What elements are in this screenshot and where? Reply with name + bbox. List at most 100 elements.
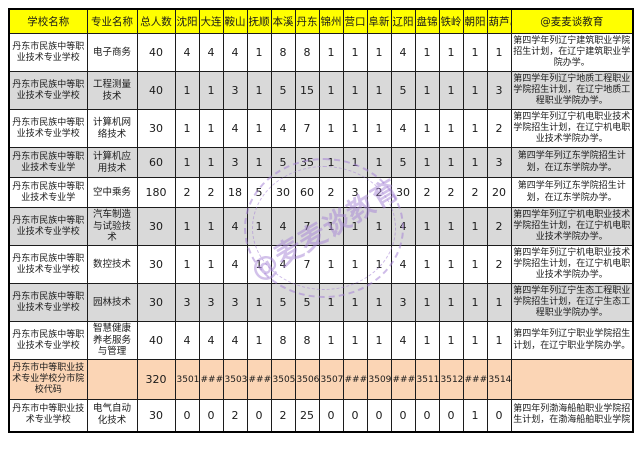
city-value-cell: 2 (270, 399, 296, 432)
city-value-cell: 4 (198, 321, 224, 360)
city-value-cell: 0 (366, 399, 392, 432)
city-value-cell: 1 (414, 147, 440, 178)
city-value-cell: 1 (246, 245, 272, 284)
city-value-cell: 1 (318, 109, 344, 148)
city-value-cell: 1 (438, 71, 464, 110)
city-value-cell: 1 (342, 33, 368, 72)
city-value-cell: 1 (438, 147, 464, 178)
city-value-cell: 1 (342, 147, 368, 178)
city-value-cell: 8 (270, 321, 296, 360)
school-name-cell: 丹东市民族中等职业技术专业学校 (8, 33, 88, 72)
city-value-cell: 1 (438, 207, 464, 246)
city-value-cell: 4 (222, 109, 248, 148)
city-value-cell: 35 (294, 147, 320, 178)
city-value-cell: 1 (318, 147, 344, 178)
note-cell: 第四学年列辽宁机电职业技术学院招生计划，在辽宁机电职业技术学院办学。 (510, 245, 634, 284)
total-count-cell: 60 (136, 147, 176, 178)
city-value-cell: 3 (486, 71, 512, 110)
city-value-cell: 1 (342, 321, 368, 360)
city-value-cell: 4 (390, 321, 416, 360)
city-value-cell: 1 (366, 245, 392, 284)
major-name-cell: 智慧健康养老服务与管理 (86, 321, 138, 360)
city-value-cell: 2 (438, 177, 464, 208)
city-value-cell: 5 (246, 177, 272, 208)
city-value-cell: 2 (198, 177, 224, 208)
total-count-cell: 30 (136, 245, 176, 284)
city-value-cell: 1 (486, 321, 512, 360)
city-value-cell: 1 (198, 245, 224, 284)
city-value-cell: 1 (414, 71, 440, 110)
city-value-cell: 0 (318, 399, 344, 432)
column-header-city-12: 朝阳 (462, 8, 488, 34)
city-value-cell: 30 (270, 177, 296, 208)
major-name-cell: 空中乘务 (86, 177, 138, 208)
city-value-cell: 1 (174, 245, 200, 284)
city-value-cell: ### (390, 359, 416, 400)
city-value-cell: 0 (342, 399, 368, 432)
school-name-cell: 丹东市民族中等职业技术专业学 (8, 147, 88, 178)
city-value-cell: 2 (486, 109, 512, 148)
note-cell: 第四学年列辽宁建筑职业学院招生计划，在辽宁建筑职业学院办学。 (510, 33, 634, 72)
city-value-cell: 3 (342, 177, 368, 208)
city-value-cell: 1 (414, 207, 440, 246)
city-value-cell: 1 (246, 33, 272, 72)
city-value-cell: 1 (366, 283, 392, 322)
city-value-cell: 1 (438, 321, 464, 360)
school-name-cell: 丹东市民族中等职业技术专业学校 (8, 109, 88, 148)
city-value-cell: 1 (198, 147, 224, 178)
city-value-cell: 1 (342, 283, 368, 322)
city-value-cell: 1 (366, 147, 392, 178)
city-value-cell: 1 (438, 245, 464, 284)
city-value-cell: ### (342, 359, 368, 400)
city-value-cell: 7 (294, 207, 320, 246)
major-name-cell: 数控技术 (86, 245, 138, 284)
city-value-cell: 1 (462, 245, 488, 284)
city-value-cell: 1 (414, 283, 440, 322)
school-name-cell: 丹东市民族中等职业技术专业学校 (8, 283, 88, 322)
table-row: 丹东市民族中等职业技术专业学校 园林技术 30 3 3 3 1 5 5 1 1 1 3 1 1 1 1 第四学年列… (8, 283, 634, 322)
major-name-cell: 汽车制造与试验技术 (86, 207, 138, 246)
total-count-cell: 30 (136, 283, 176, 322)
city-value-cell: 1 (342, 71, 368, 110)
city-value-cell: 4 (390, 207, 416, 246)
city-value-cell: 3512 (438, 359, 464, 400)
column-header-city-13: 葫芦岛 (486, 8, 512, 34)
note-cell: 第四学年列辽东学院招生计划，在辽东学院办学。 (510, 177, 634, 208)
city-value-cell: 1 (462, 109, 488, 148)
table-row: 丹东市民族中等职业技术专业学校 数控技术 30 1 1 4 1 4 7 1 1 1 4 1 1 1 2 第四学年列… (8, 245, 634, 284)
city-value-cell: 2 (486, 245, 512, 284)
city-value-cell: 1 (462, 283, 488, 322)
city-value-cell: 2 (222, 399, 248, 432)
table-row: 丹东市民族中等职业技术专业学校 智慧健康养老服务与管理 40 4 4 4 1 8 8 1 1 1 4 1 1… (8, 321, 634, 360)
city-value-cell: 2 (414, 177, 440, 208)
city-value-cell: 1 (318, 33, 344, 72)
city-value-cell: 1 (438, 33, 464, 72)
major-name-cell: 工程测量技术 (86, 71, 138, 110)
city-value-cell: 1 (174, 147, 200, 178)
city-value-cell: 15 (294, 71, 320, 110)
city-value-cell: 4 (270, 109, 296, 148)
school-name-cell: 丹东市中等职业技术专业学校 (8, 399, 88, 432)
table-row: 丹东市民族中等职业技术专业学 空中乘务 180 2 2 18 5 30 60 2 3 2 30 2 2 2 20… (8, 177, 634, 208)
major-name-cell: 计算机应用技术 (86, 147, 138, 178)
city-value-cell: 1 (462, 321, 488, 360)
city-value-cell: 3507 (318, 359, 344, 400)
column-header-note: @麦麦谈教育 (510, 8, 634, 34)
note-cell: 第四学年列辽宁地质工程职业学院招生计划，在辽宁地质工程职业学院办学。 (510, 71, 634, 110)
city-value-cell: 4 (222, 245, 248, 284)
city-value-cell: 8 (294, 321, 320, 360)
city-value-cell: 1 (318, 321, 344, 360)
city-value-cell: 1 (486, 33, 512, 72)
city-value-cell: 3 (222, 147, 248, 178)
city-value-cell: 8 (270, 33, 296, 72)
school-name-cell: 丹东市民族中等职业技术专业学校 (8, 71, 88, 110)
column-header-city-2: 鞍山 (222, 8, 248, 34)
city-value-cell: 1 (438, 109, 464, 148)
summary-row: 丹东市中等职业技术专业学校分市院校代码 320 3501 ### 3503 ### 3505… (8, 359, 634, 400)
column-header-city-6: 锦州 (318, 8, 344, 34)
city-value-cell: 3 (174, 283, 200, 322)
city-value-cell: 0 (198, 399, 224, 432)
city-value-cell: 1 (462, 207, 488, 246)
city-value-cell: 4 (198, 33, 224, 72)
